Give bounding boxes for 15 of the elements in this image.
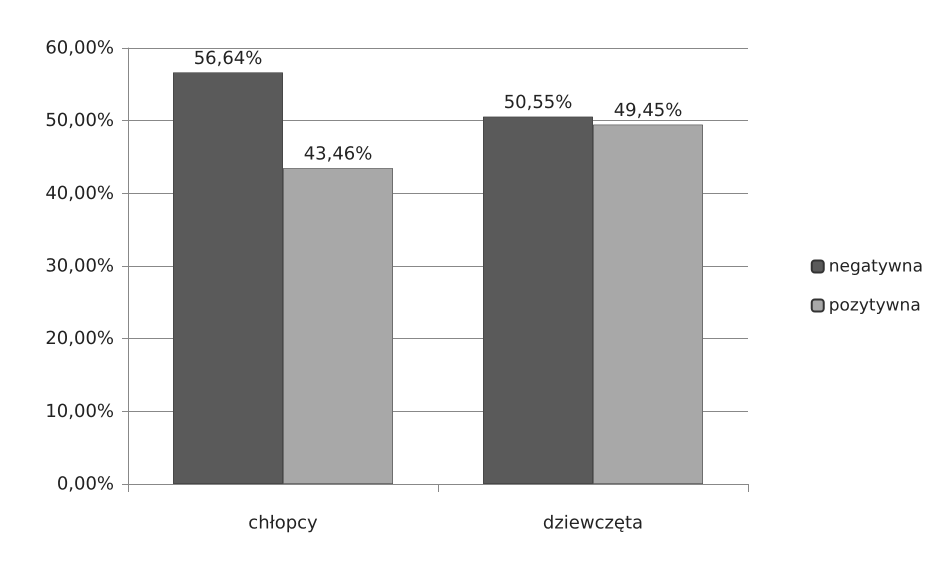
data-label: 43,46% — [304, 144, 372, 165]
y-tick-label: 0,00% — [56, 474, 114, 494]
data-label: 50,55% — [504, 92, 572, 114]
x-tick-label: chłopcy — [248, 512, 318, 534]
x-tick-label: dziewczęta — [542, 512, 644, 534]
y-tick-label: 50,00% — [45, 110, 114, 132]
data-label: 56,64% — [194, 48, 262, 69]
y-tick-label: 30,00% — [45, 256, 114, 276]
legend-label: pozytywna — [828, 296, 921, 316]
y-tick-label: 60,00% — [45, 38, 114, 58]
y-tick-label: 10,00% — [45, 400, 114, 422]
legend-label: negatywna — [828, 256, 923, 276]
y-tick-label: 40,00% — [45, 182, 114, 204]
data-label: 49,45% — [614, 100, 682, 122]
y-tick-label: 20,00% — [45, 328, 114, 350]
